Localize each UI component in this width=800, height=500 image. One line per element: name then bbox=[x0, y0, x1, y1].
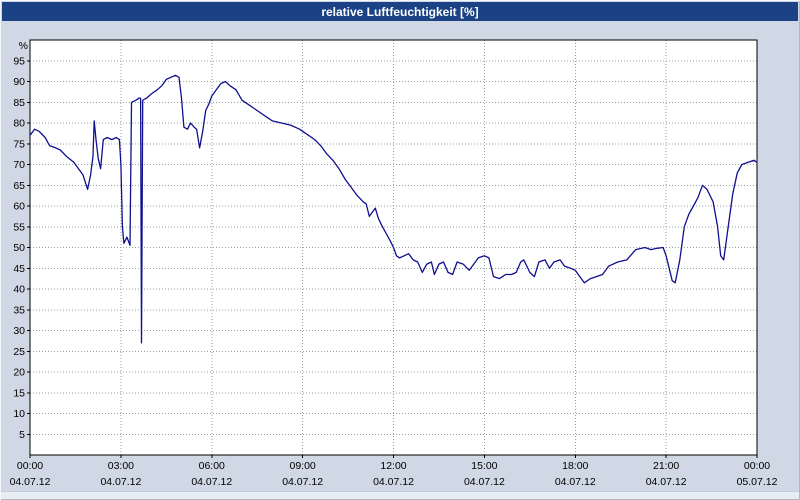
x-axis-date-label: 04.07.12 bbox=[100, 476, 141, 488]
x-axis-time-label: 00:00 bbox=[17, 460, 43, 472]
y-axis-tick-label: 55 bbox=[13, 221, 25, 233]
y-axis-tick-label: 70 bbox=[13, 159, 25, 171]
y-axis-tick-label: 80 bbox=[13, 118, 25, 130]
y-axis-tick-label: 25 bbox=[13, 346, 25, 358]
x-axis-time-label: 18:00 bbox=[562, 460, 588, 472]
y-axis-tick-label: 45 bbox=[13, 263, 25, 275]
y-axis-tick-label: 60 bbox=[13, 201, 25, 213]
plot-border bbox=[29, 39, 758, 456]
x-axis-date-label: 04.07.12 bbox=[191, 476, 232, 488]
x-axis-date-label: 04.07.12 bbox=[10, 476, 51, 488]
x-axis-date-label: 04.07.12 bbox=[464, 476, 505, 488]
x-axis-time-label: 03:00 bbox=[108, 460, 134, 472]
y-axis-tick-label: 90 bbox=[13, 76, 25, 88]
x-axis-time-label: 00:00 bbox=[744, 460, 770, 472]
y-axis-tick-label: 30 bbox=[13, 325, 25, 337]
y-axis-tick-label: 95 bbox=[13, 55, 25, 67]
y-axis-unit-label: % bbox=[19, 40, 28, 52]
x-axis-time-label: 06:00 bbox=[199, 460, 225, 472]
y-axis-tick-label: 65 bbox=[13, 180, 25, 192]
x-axis-time-label: 09:00 bbox=[289, 460, 315, 472]
x-axis-date-label: 04.07.12 bbox=[282, 476, 323, 488]
y-axis-tick-label: 50 bbox=[13, 242, 25, 254]
x-axis-date-label: 04.07.12 bbox=[646, 476, 687, 488]
chart-title-bar: relative Luftfeuchtigkeit [%] bbox=[2, 2, 798, 21]
y-axis-tick-label: 75 bbox=[13, 138, 25, 150]
humidity-series-line bbox=[29, 74, 758, 344]
y-axis-tick-label: 20 bbox=[13, 367, 25, 379]
chart-title: relative Luftfeuchtigkeit [%] bbox=[321, 4, 479, 19]
x-axis-time-label: 15:00 bbox=[471, 460, 497, 472]
y-axis-tick-label: 15 bbox=[13, 387, 25, 399]
x-axis-date-label: 04.07.12 bbox=[373, 476, 414, 488]
x-axis-date-label: 04.07.12 bbox=[555, 476, 596, 488]
y-axis-tick-label: 10 bbox=[13, 408, 25, 420]
x-axis-time-label: 21:00 bbox=[653, 460, 679, 472]
y-axis-tick-label: 35 bbox=[13, 304, 25, 316]
x-axis-date-label: 05.07.12 bbox=[737, 476, 778, 488]
y-axis-tick-label: 85 bbox=[13, 97, 25, 109]
y-axis-tick-label: 40 bbox=[13, 284, 25, 296]
x-axis-time-label: 12:00 bbox=[380, 460, 406, 472]
y-axis-tick-label: 5 bbox=[19, 429, 25, 441]
bottom-strip bbox=[1, 491, 799, 499]
